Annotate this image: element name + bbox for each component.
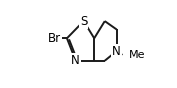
Text: S: S xyxy=(80,15,87,28)
Text: Me: Me xyxy=(129,50,145,60)
Text: N: N xyxy=(71,54,80,67)
Text: Br: Br xyxy=(48,32,61,45)
Text: N: N xyxy=(112,45,121,58)
